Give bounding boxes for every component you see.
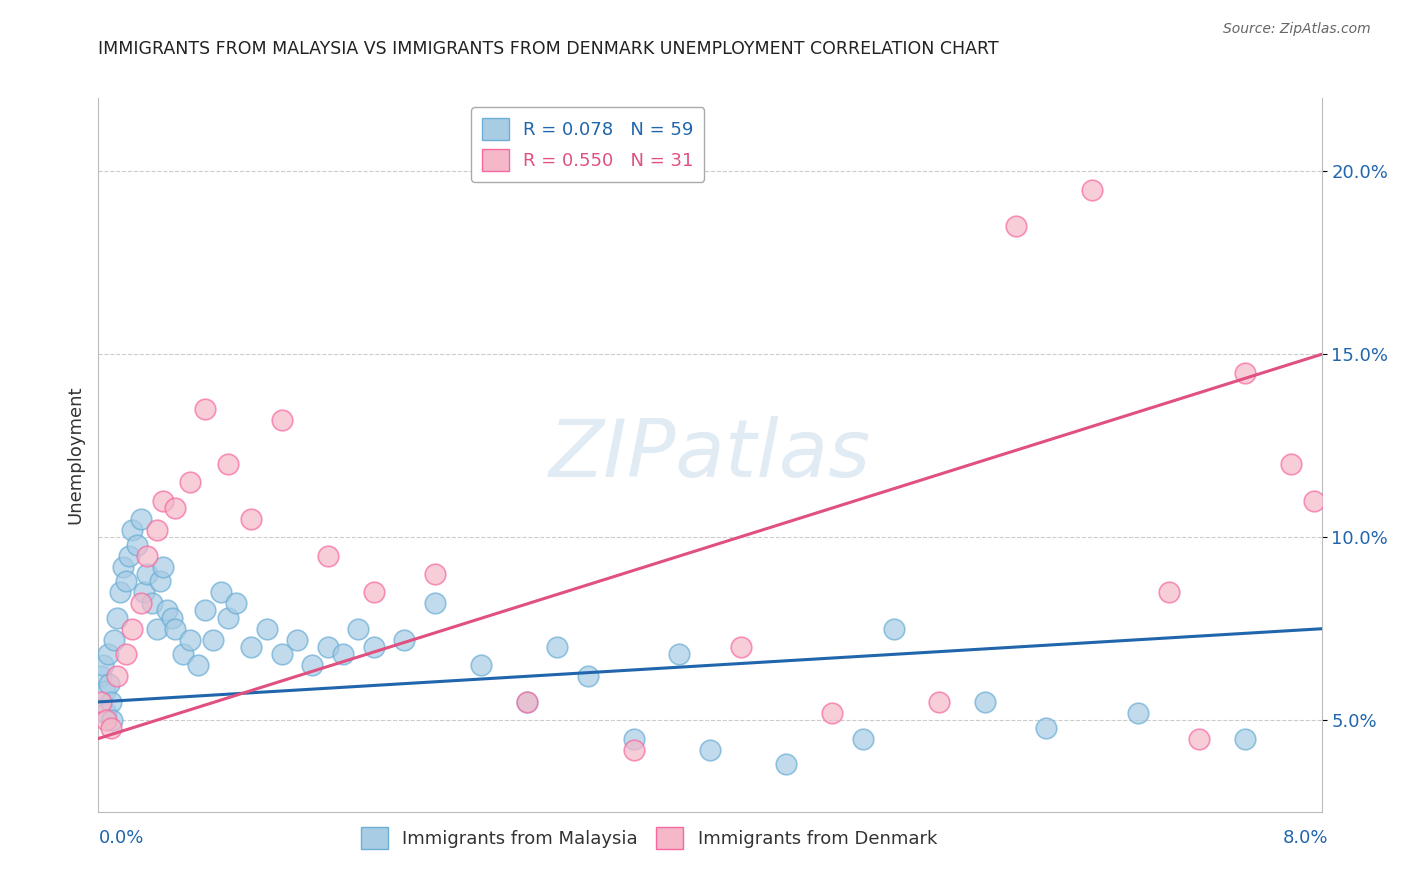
Point (392, 632, 416, 647)
Point (105, 669, 128, 683)
Point (152, 493, 174, 508)
Point (1081, 183, 1104, 197)
Point (179, 632, 201, 647)
Point (156, 603, 179, 617)
Point (93, 684, 115, 698)
Point (129, 596, 152, 610)
Point (1188, 731, 1211, 746)
Text: Source: ZipAtlas.com: Source: ZipAtlas.com (1223, 22, 1371, 37)
Point (209, 585, 232, 599)
Point (515, 695, 537, 709)
Point (1035, 721, 1057, 735)
Point (108, 585, 131, 599)
Point (129, 512, 152, 526)
Point (136, 566, 159, 581)
Point (240, 640, 263, 654)
Point (172, 648, 194, 662)
Point (623, 731, 645, 746)
Point (94, 706, 117, 720)
Point (134, 585, 156, 599)
Point (928, 695, 950, 709)
Point (91, 658, 114, 673)
Point (1128, 706, 1150, 720)
Point (316, 640, 339, 654)
Point (111, 559, 134, 574)
Point (730, 640, 752, 654)
Point (1234, 731, 1257, 746)
Text: ZIPatlas: ZIPatlas (548, 416, 872, 494)
Point (152, 559, 174, 574)
Point (363, 640, 385, 654)
Point (100, 695, 122, 709)
Point (347, 622, 370, 636)
Point (98, 676, 121, 690)
Point (163, 500, 186, 515)
Text: 0.0%: 0.0% (98, 829, 143, 847)
Point (576, 669, 599, 683)
Point (179, 475, 201, 490)
Point (363, 585, 385, 599)
Point (125, 538, 148, 552)
Text: 8.0%: 8.0% (1284, 829, 1329, 847)
Point (100, 721, 122, 735)
Point (256, 622, 278, 636)
Point (115, 574, 138, 589)
Point (423, 596, 446, 610)
Point (202, 632, 225, 647)
Point (121, 622, 143, 636)
Point (115, 648, 138, 662)
Point (194, 402, 217, 417)
Point (285, 632, 308, 647)
Point (546, 640, 568, 654)
Text: IMMIGRANTS FROM MALAYSIA VS IMMIGRANTS FROM DENMARK UNEMPLOYMENT CORRELATION CHA: IMMIGRANTS FROM MALAYSIA VS IMMIGRANTS F… (98, 40, 1000, 58)
Point (1279, 457, 1302, 471)
Point (194, 603, 217, 617)
Point (160, 611, 183, 625)
Point (1303, 493, 1326, 508)
Point (852, 731, 875, 746)
Point (270, 648, 294, 662)
Point (101, 713, 124, 727)
Y-axis label: Unemployment: Unemployment (66, 385, 84, 524)
Point (136, 549, 159, 563)
Point (97, 648, 120, 662)
Point (423, 566, 446, 581)
Point (145, 523, 167, 537)
Point (94, 713, 117, 727)
Point (270, 413, 294, 427)
Point (149, 574, 172, 589)
Point (668, 648, 690, 662)
Point (225, 596, 247, 610)
Point (623, 742, 645, 756)
Point (883, 622, 905, 636)
Point (187, 658, 209, 673)
Point (1234, 366, 1257, 380)
Point (240, 512, 263, 526)
Point (90, 669, 112, 683)
Point (103, 632, 125, 647)
Point (141, 596, 163, 610)
Point (699, 742, 721, 756)
Point (316, 549, 339, 563)
Point (775, 757, 797, 772)
Point (332, 648, 354, 662)
Legend: Immigrants from Malaysia, Immigrants from Denmark: Immigrants from Malaysia, Immigrants fro… (353, 820, 945, 856)
Point (163, 622, 186, 636)
Point (470, 658, 492, 673)
Point (105, 611, 128, 625)
Point (145, 622, 167, 636)
Point (821, 706, 844, 720)
Point (217, 457, 239, 471)
Point (1157, 585, 1180, 599)
Point (121, 523, 143, 537)
Point (118, 549, 141, 563)
Point (301, 658, 323, 673)
Point (90, 695, 112, 709)
Point (974, 695, 997, 709)
Point (1004, 219, 1026, 234)
Point (515, 695, 537, 709)
Point (217, 611, 239, 625)
